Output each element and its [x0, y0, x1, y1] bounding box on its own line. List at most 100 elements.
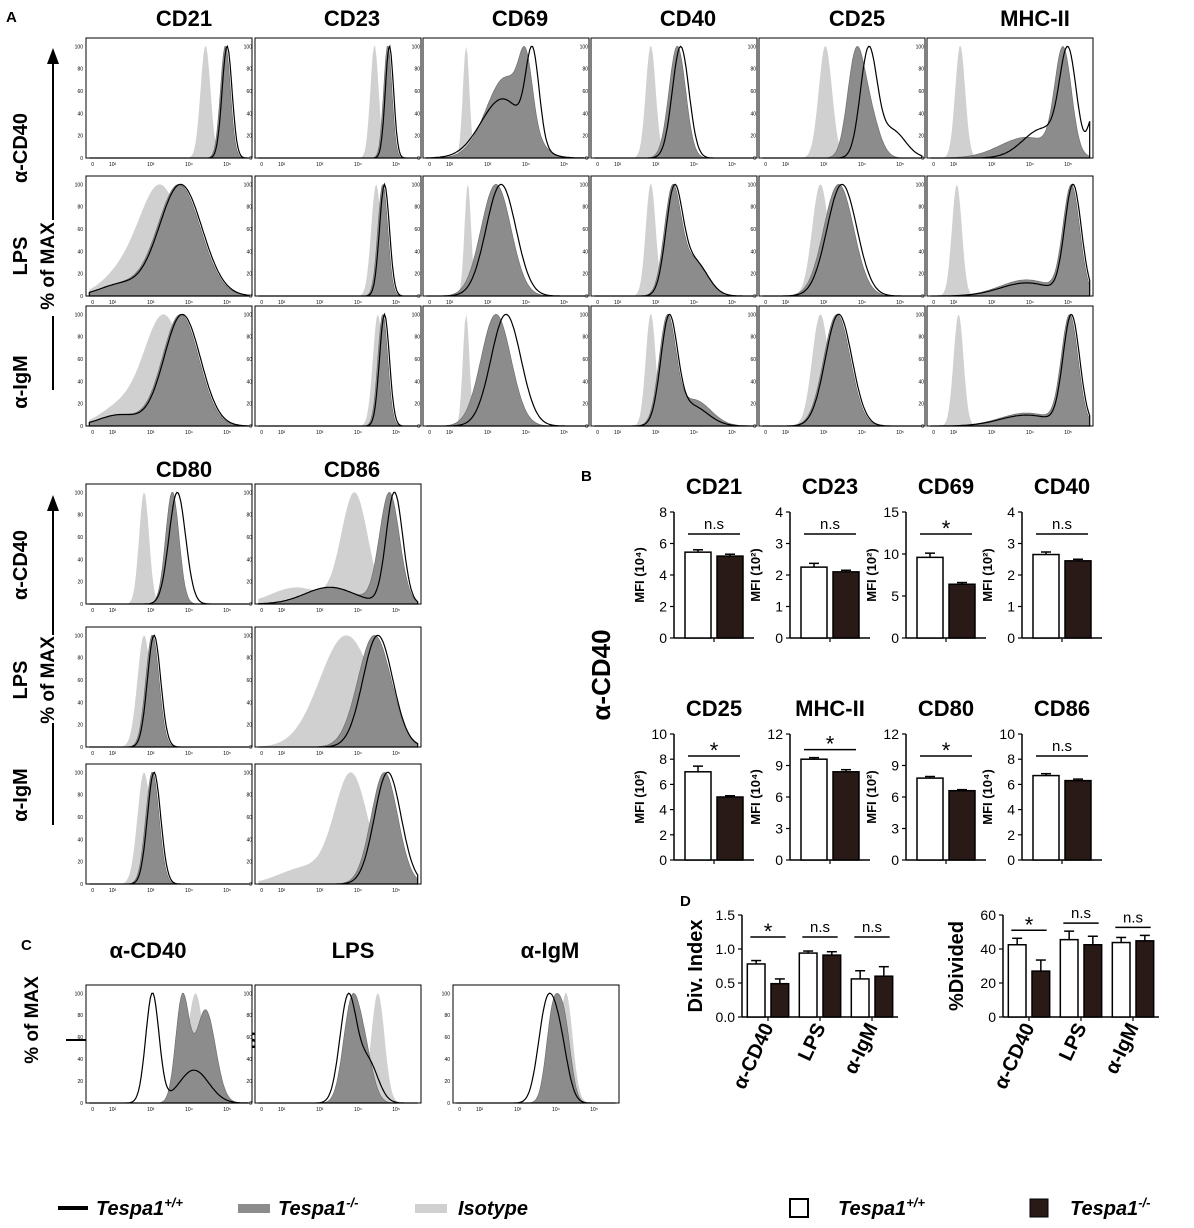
category-label: LPS [1055, 1020, 1091, 1065]
hist-cd80-2: 0 20 40 60 80 100 0 10² 10³ 10⁴ 10⁵ [75, 763, 253, 894]
hist-xtick: 10² [109, 751, 117, 757]
hist-xtick: 10⁴ [185, 751, 193, 757]
hist-xtick: 0 [91, 430, 94, 436]
bar-wt [916, 777, 944, 861]
bar-ko [822, 954, 842, 1018]
hist-cd80-1: 0 20 40 60 80 100 0 10² 10³ 10⁴ 10⁵ [75, 626, 253, 757]
sig-label: * [1025, 912, 1034, 937]
ko-histogram [258, 46, 418, 159]
hist-frame [254, 763, 422, 885]
header-cd25: CD25 [828, 6, 886, 31]
panel-c-header-0: α-CD40 [109, 938, 187, 963]
hist-xtick: 10⁵ [728, 430, 736, 436]
ytick-label: 60 [980, 907, 996, 923]
hist-ytick: 80 [414, 335, 420, 341]
ytick-label: 0 [1007, 630, 1015, 646]
hist-xtick: 0 [260, 430, 263, 436]
hist-ytick: 40 [582, 249, 588, 255]
hist-ytick: 20 [582, 134, 588, 140]
chart-title: CD25 [686, 696, 742, 721]
hist-ytick: 0 [80, 882, 83, 888]
hist-cd86-2: 0 20 40 60 80 100 0 10² 10³ 10⁴ 10⁵ [244, 763, 422, 894]
hist-cd40-0: 0 20 40 60 80 100 0 10² 10³ 10⁴ 10⁵ [580, 37, 758, 168]
category-label: α-IgM [1101, 1020, 1144, 1078]
hist-ytick: 60 [246, 678, 252, 684]
hist-ytick: 80 [582, 335, 588, 341]
wt-histogram [594, 183, 754, 297]
hist-xtick: 10⁵ [392, 888, 400, 894]
hist-ytick: 100 [75, 44, 84, 50]
hist-xtick: 0 [596, 430, 599, 436]
ko-histogram [426, 46, 586, 159]
hist-xtick: 10⁴ [690, 162, 698, 168]
side-label-lps: LPS [10, 237, 32, 276]
hist-frame [590, 37, 758, 159]
hist-ytick: 0 [417, 156, 420, 162]
y-axis-label: MFI (10²) [632, 770, 647, 823]
hist-ytick: 20 [414, 402, 420, 408]
hist-xtick: 10⁵ [896, 430, 904, 436]
hist-ytick: 20 [582, 272, 588, 278]
hist-frame [85, 483, 253, 605]
pct-max-label: % of MAX [38, 222, 59, 310]
ytick-label: 1.0 [716, 941, 736, 957]
isotype-histogram [762, 46, 922, 158]
hist-ytick: 80 [77, 513, 83, 519]
ko-histogram [930, 183, 1091, 297]
isotype-histogram [456, 993, 616, 1103]
sig-label: n.s [1052, 738, 1072, 755]
ko-histogram [594, 314, 754, 427]
sig-label: n.s [862, 919, 882, 936]
hist-xtick: 10³ [147, 751, 155, 757]
wt-histogram [762, 183, 922, 297]
ytick-label: 0 [659, 852, 667, 868]
isotype-histogram [89, 46, 249, 158]
wt-histogram [89, 771, 249, 885]
hist-ytick: 40 [414, 111, 420, 117]
wt-histogram [456, 992, 616, 1104]
ko-histogram [426, 184, 586, 297]
hist-xtick: 10⁴ [858, 430, 866, 436]
y-axis-label: MFI (10⁴) [632, 547, 647, 603]
hist-ytick: 0 [80, 602, 83, 608]
wt-histogram [930, 183, 1091, 297]
hist-ytick: 100 [75, 770, 84, 776]
hist-cd86-0: 0 20 40 60 80 100 0 10² 10³ 10⁴ 10⁵ [244, 483, 422, 614]
hist-xtick: 10³ [147, 300, 155, 306]
hist-ytick: 100 [244, 182, 253, 188]
bar-wt [1111, 941, 1131, 1018]
hist-xtick: 10³ [316, 888, 324, 894]
hist-xtick: 10⁵ [560, 300, 568, 306]
hist-xtick: 10² [109, 608, 117, 614]
ytick-label: 0.5 [716, 975, 736, 991]
side-label-aigm-b: α-IgM [10, 768, 32, 821]
hist-ytick: 100 [75, 490, 84, 496]
hist-ytick: 0 [249, 294, 252, 300]
hist-ytick: 0 [585, 294, 588, 300]
isotype-histogram [930, 184, 1090, 296]
bar-wt [850, 978, 870, 1018]
hist-frame [758, 37, 926, 159]
bar-ko [1064, 779, 1092, 861]
hist-ytick: 20 [414, 134, 420, 140]
isotype-histogram [426, 184, 586, 296]
ytick-label: 1.5 [716, 907, 736, 923]
y-axis-label: MFI (10²) [980, 548, 995, 601]
hist-ytick: 20 [582, 402, 588, 408]
ko-histogram [88, 184, 250, 297]
hist-xtick: 10² [278, 162, 286, 168]
bar-wt [1059, 938, 1079, 1018]
ytick-label: 0 [775, 630, 783, 646]
hist-ytick: 40 [77, 249, 83, 255]
ytick-label: 3 [1007, 536, 1015, 552]
hist-xtick: 0 [91, 300, 94, 306]
hist-xtick: 10² [782, 430, 790, 436]
hist-xtick: 10³ [147, 888, 155, 894]
bar-wt [800, 566, 828, 639]
hist-ytick: 100 [916, 182, 925, 188]
hist-xtick: 10³ [147, 430, 155, 436]
hist-xtick: 10⁵ [223, 162, 231, 168]
hist-xtick: 0 [596, 162, 599, 168]
ytick-label: 2 [1007, 567, 1015, 583]
hist-ytick: 0 [585, 424, 588, 430]
